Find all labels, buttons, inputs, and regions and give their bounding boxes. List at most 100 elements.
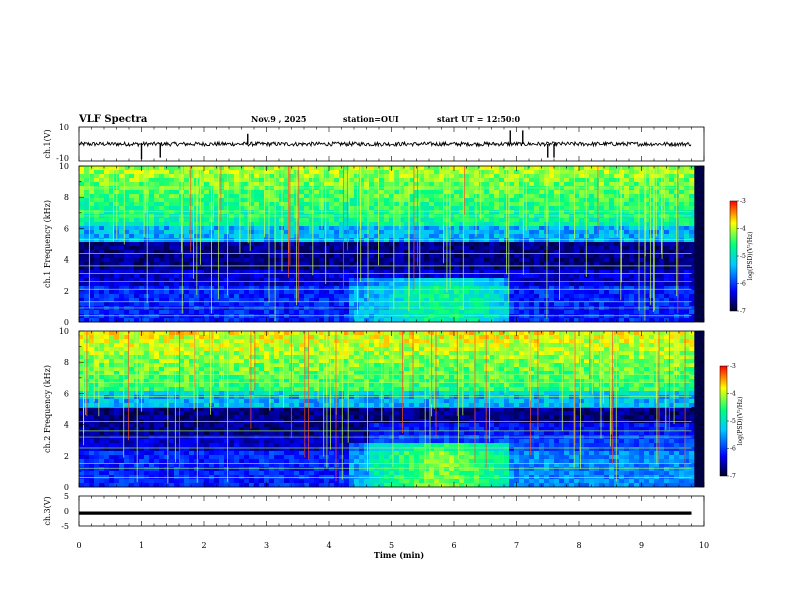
spectrogram-cell: [349, 282, 354, 286]
spectrogram-cell: [684, 190, 689, 194]
spectrogram-cell: [409, 310, 414, 314]
spectrogram-cell: [479, 226, 484, 230]
spectrogram-cell: [174, 331, 179, 335]
spectrogram-cell: [359, 282, 364, 286]
spectrogram-cell: [689, 242, 694, 246]
spectrogram-cell: [469, 234, 474, 238]
spectrogram-cell: [129, 274, 134, 278]
spectrogram-cell: [259, 166, 264, 170]
spectrogram-cell: [684, 302, 689, 306]
spectrogram-cell: [634, 198, 639, 202]
spectrogram-cell: [109, 242, 114, 246]
spectrogram-cell: [79, 202, 84, 206]
spectrogram-cell: [569, 234, 574, 238]
spectrogram-cell: [569, 286, 574, 290]
spectrogram-cell: [134, 190, 139, 194]
spectrogram-cell: [164, 198, 169, 202]
spectrogram-cell: [229, 286, 234, 290]
spectrogram-cell: [664, 238, 669, 242]
spectrogram-cell: [169, 210, 174, 214]
spectrogram-cell: [364, 314, 369, 318]
spectrogram-cell: [199, 210, 204, 214]
spectrogram-cell: [369, 254, 374, 258]
spectrogram-cell: [409, 294, 414, 298]
spectrogram-cell: [659, 314, 664, 318]
spectrogram-cell: [469, 210, 474, 214]
spectrogram-cell: [444, 310, 449, 314]
spectrogram-cell: [144, 218, 149, 222]
spectrogram-cell: [684, 226, 689, 230]
spectrogram-cell: [669, 246, 674, 250]
spectrogram-cell: [154, 274, 159, 278]
spectrogram-cell: [234, 226, 239, 230]
spectrogram-cell: [509, 274, 514, 278]
spectrogram-cell: [204, 258, 209, 262]
spectrogram-cell: [529, 166, 534, 170]
spectrogram-cell: [669, 206, 674, 210]
spectrogram-cell: [484, 242, 489, 246]
spectrogram-cell: [134, 202, 139, 206]
spectrogram-cell: [309, 254, 314, 258]
colorbar-tick-label: -5: [740, 253, 746, 260]
spectrogram-cell: [664, 294, 669, 298]
spectrogram-cell: [529, 242, 534, 246]
spectrogram-cell: [99, 202, 104, 206]
spectrogram-cell: [94, 238, 99, 242]
spectrogram-cell: [384, 230, 389, 234]
spectrogram-cell: [684, 210, 689, 214]
spectrogram-cell: [139, 254, 144, 258]
spectrogram-cell: [314, 294, 319, 298]
spectrogram-cell: [534, 226, 539, 230]
spectrogram-cell: [539, 234, 544, 238]
spectrogram-cell: [474, 310, 479, 314]
spectrogram-cell: [624, 198, 629, 202]
spectrogram-cell: [119, 242, 124, 246]
spectrogram-cell: [394, 230, 399, 234]
spectrogram-cell: [439, 282, 444, 286]
spectrogram-cell: [494, 194, 499, 198]
spectrogram-cell: [184, 254, 189, 258]
spectrogram-cell: [129, 310, 134, 314]
spectrogram-cell: [684, 310, 689, 314]
spectrogram-cell: [254, 230, 259, 234]
spectrogram-cell: [529, 282, 534, 286]
spectrogram-cell: [484, 174, 489, 178]
spectrogram-cell: [664, 290, 669, 294]
spectrogram-cell: [629, 206, 634, 210]
spectrogram-cell: [414, 242, 419, 246]
spectrogram-cell: [439, 290, 444, 294]
spectrogram-cell: [634, 246, 639, 250]
spectrogram-cell: [344, 254, 349, 258]
spectrogram-cell: [234, 294, 239, 298]
spectrogram-cell: [244, 310, 249, 314]
spectrogram-cell: [639, 258, 644, 262]
spectrogram-cell: [364, 182, 369, 186]
spectrogram-cell: [639, 310, 644, 314]
spectrogram-cell: [539, 294, 544, 298]
spectrogram-cell: [484, 202, 489, 206]
spectrogram-cell: [264, 242, 269, 246]
spectrogram-cell: [369, 282, 374, 286]
spectrogram-cell: [524, 230, 529, 234]
spectrogram-cell: [304, 266, 309, 270]
spectrogram-cell: [334, 258, 339, 262]
spectrogram-cell: [564, 182, 569, 186]
spectrogram-cell: [304, 314, 309, 318]
spectrogram-cell: [604, 174, 609, 178]
spectrogram-cell: [244, 302, 249, 306]
spectrogram-cell: [359, 294, 364, 298]
spectrogram-cell: [284, 282, 289, 286]
spectrogram-cell: [529, 258, 534, 262]
spectrogram-cell: [99, 206, 104, 210]
spectrogram-cell: [534, 222, 539, 226]
spectrogram-cell: [224, 198, 229, 202]
spectrogram-cell: [454, 194, 459, 198]
spectrogram-cell: [584, 282, 589, 286]
spectrogram-cell: [199, 206, 204, 210]
spectrogram-cell: [434, 274, 439, 278]
spectrogram-cell: [224, 282, 229, 286]
spectrogram-cell: [149, 222, 154, 226]
spectrogram-cell: [154, 286, 159, 290]
spectrogram-cell: [204, 170, 209, 174]
spectrogram-cell: [589, 178, 594, 182]
